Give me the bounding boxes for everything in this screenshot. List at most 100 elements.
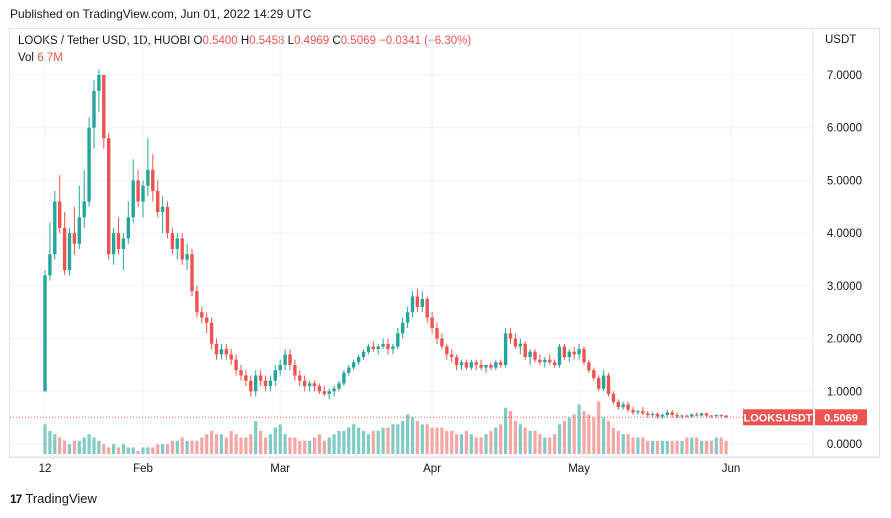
volume-bar [440,427,444,454]
volume-bar [660,440,664,454]
published-caption: Published on TradingView.com, Jun 01, 20… [10,7,312,21]
volume-bar [48,430,52,454]
candle-body [469,362,473,368]
volume-bar [582,411,586,454]
volume-bar [685,437,689,454]
candle-body [420,299,424,307]
volume-bar [499,424,503,454]
volume-bar [121,444,125,454]
volume-bar [504,407,508,454]
candle-body [464,362,469,368]
candle-body [254,375,258,392]
volume-bar [67,444,72,454]
candle-body [518,343,522,347]
volume-bar [381,427,385,454]
legend-low-value: 0.4969 [294,35,330,47]
candle-body [175,238,179,249]
candle-body [195,291,199,313]
volume-bar [337,430,341,454]
candle-body [288,354,292,365]
volume-bar [219,434,223,454]
volume-bar [77,440,81,454]
x-tick-label: Jun [722,463,741,475]
volume-bar [621,434,625,454]
candle-body [53,201,57,255]
legend-change: −0.0341 (−6.30%) [379,35,472,47]
volume-bar [58,437,62,454]
volume-bar [312,437,317,454]
candle-body [636,411,640,413]
candle-body [298,375,302,381]
candle-body [454,357,459,365]
volume-bar [425,424,429,454]
candle-body [548,359,552,363]
volume-bar [205,434,209,454]
candle-body [327,391,331,394]
volume-bar [636,437,640,454]
candle-body [450,354,454,358]
volume-bar [714,437,718,454]
candle-body [151,169,155,191]
candle-body [72,233,77,244]
candle-body [190,254,194,292]
volume-bar [342,430,346,454]
y-tick-label: 3.0000 [827,281,862,293]
candle-body [415,296,420,307]
volume-bar [386,427,390,454]
volume-bar [175,440,179,454]
candle-body [278,364,282,371]
volume-bar [484,434,488,454]
volume-bar [126,447,130,454]
volume-bar [719,437,723,454]
candle-body [97,75,101,91]
candle-body [489,364,493,368]
candle-body [665,412,669,416]
volume-bar [435,427,439,454]
candle-body [724,415,728,418]
candle-body [180,238,184,260]
volume-bar [577,404,581,454]
candle-body [543,359,547,363]
candle-body [307,383,312,387]
candle-body [82,201,86,218]
candle-body [503,333,508,365]
candle-body [474,362,478,365]
candle-body [641,411,645,414]
volume-bar [724,440,728,454]
candle-body [396,333,400,347]
candle-body [224,349,228,355]
y-tick-label: 6.0000 [827,123,862,135]
y-tick-label: 2.0000 [827,334,862,346]
volume-bar [690,437,694,454]
volume-bar [567,417,571,454]
candle-body [347,367,351,373]
volume-bar [131,447,135,454]
candle-body [366,346,371,352]
candle-body [577,349,581,355]
volume-bar [587,414,591,454]
candle-body [62,227,67,271]
candle-body [263,380,268,387]
volume-bar [239,437,243,454]
candle-body [391,346,395,350]
volume-bar [646,440,650,454]
candle-body [121,238,126,249]
volume-bar [700,440,704,454]
candle-body [283,354,287,365]
volume-bar [214,434,219,454]
candle-body [371,346,375,350]
candle-body [606,375,611,394]
candle-body [410,296,415,313]
volume-bar [675,440,679,454]
volume-bar [597,401,601,454]
tradingview-brand[interactable]: 17 TradingView [10,491,97,506]
volume-bar [366,434,370,454]
brand-name: TradingView [25,491,97,506]
volume-bar [631,437,635,454]
legend-open-label: O [193,35,203,47]
candle-body [205,317,209,323]
volume-bar [538,434,542,454]
candle-body [528,351,532,358]
legend-close-value: 0.5069 [340,35,376,47]
